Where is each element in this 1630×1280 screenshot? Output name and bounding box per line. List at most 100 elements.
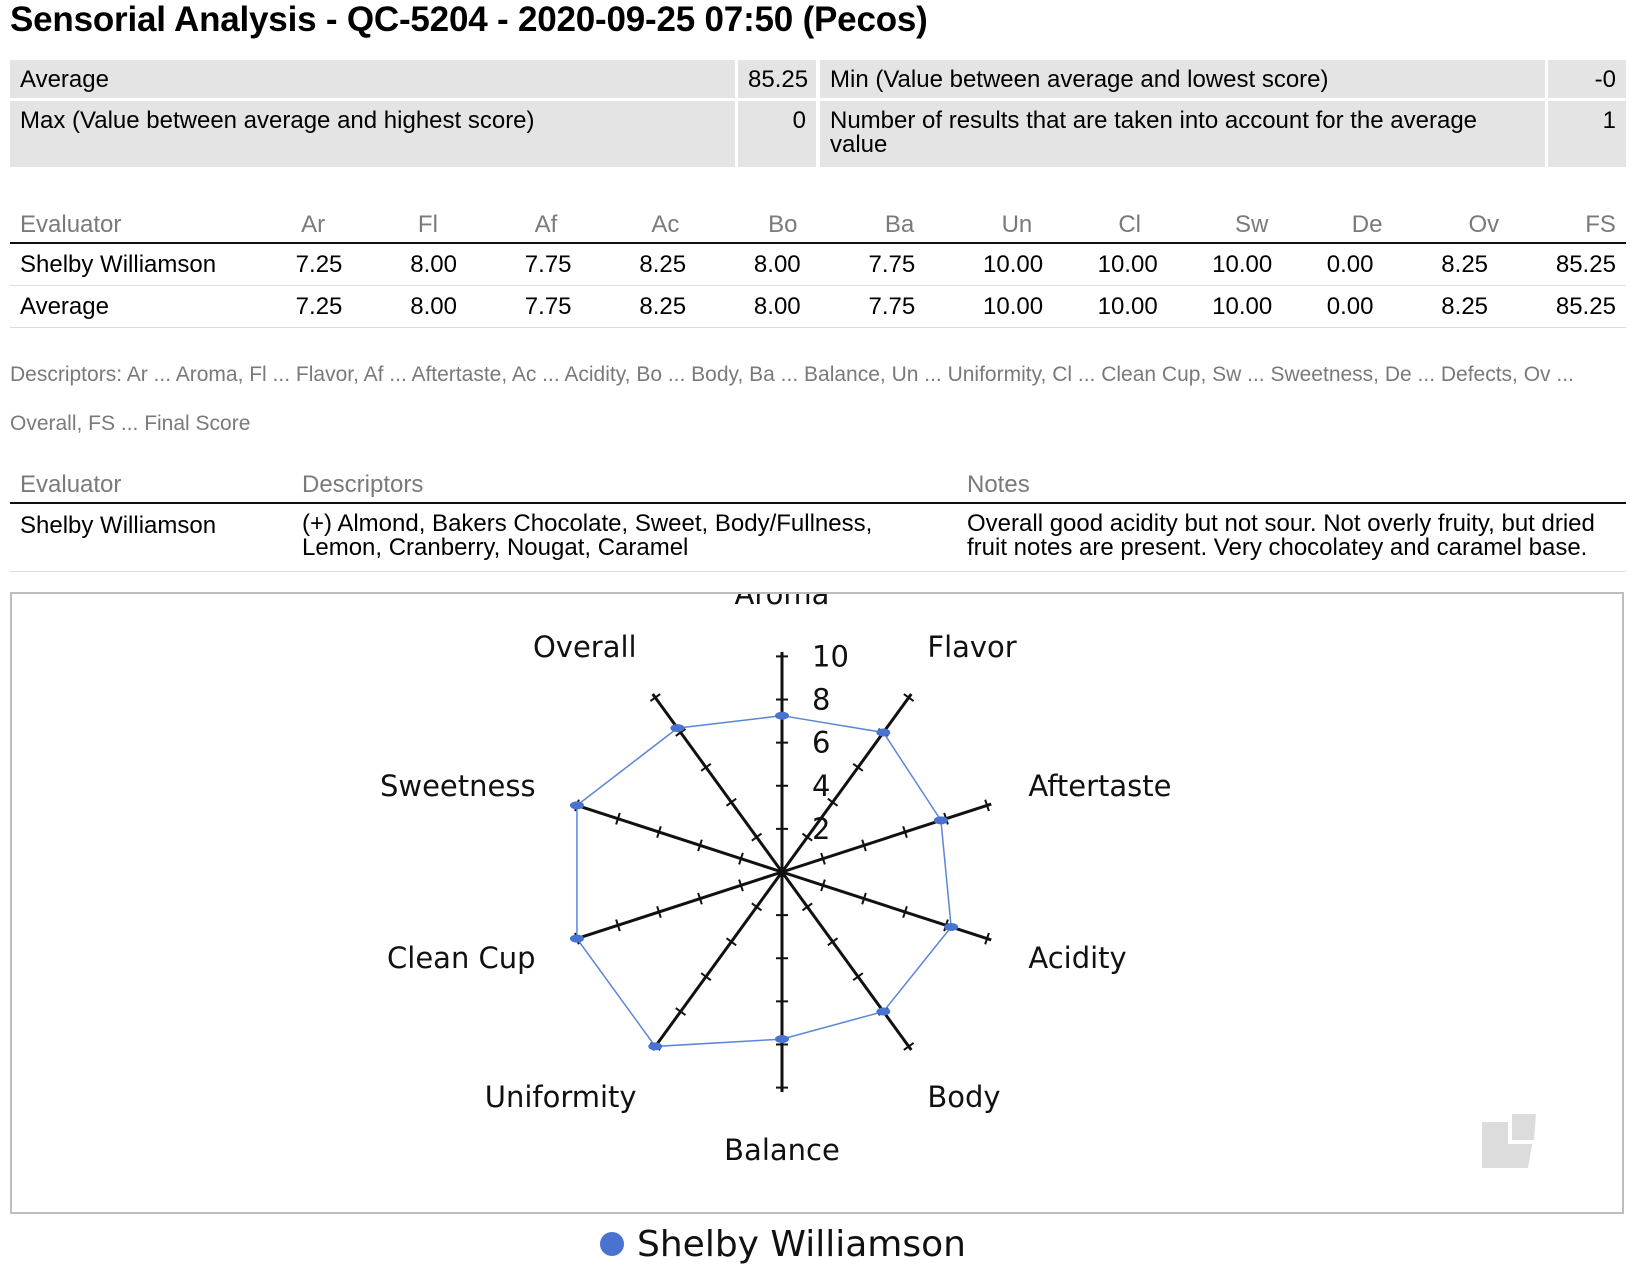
axis-label: Flavor [927,630,1016,664]
table-row: Average 7.25 8.00 7.75 8.25 8.00 7.75 10.00 10.0… [10,286,1626,328]
notes-header-row: Evaluator Descriptors Notes [10,468,1626,504]
axis-label: Aroma [735,594,830,611]
axis-tick [903,693,915,702]
notes-evaluator: Shelby Williamson [20,512,217,539]
table-cell: 10.00 [1212,250,1273,278]
table-cell: 7.75 [868,292,916,320]
scores-header-de: De [1351,211,1383,238]
summary-grid: Average 85.25 Min (Value between average… [10,60,1626,167]
scores-header-bo: Bo [768,211,798,238]
axis-label: Clean Cup [387,941,536,975]
scores-header-fl: Fl [417,211,438,238]
series-point [775,711,789,720]
axis-line [780,693,913,873]
scores-header-evaluator: Evaluator [20,211,122,238]
table-row: Shelby Williamson 7.25 8.00 7.75 8.25 8.00 7.7… [10,244,1626,286]
chart-legend: Shelby Williamson [600,1224,966,1265]
legend-label: Shelby Williamson [637,1224,966,1265]
min-label: Min (Value between average and lowest sc… [820,60,1545,98]
scores-header-ar: Ar [301,211,326,238]
series-point [876,728,891,737]
table-cell: 85.25 [1555,250,1616,278]
axis-tick [697,892,703,905]
table-cell: 7.25 [295,292,343,320]
min-value: -0 [1548,60,1626,98]
table-cell: 7.25 [295,250,343,278]
scores-header-ac: Ac [651,211,680,238]
table-cell: 8.25 [639,292,687,320]
axis-line [572,802,783,874]
series-point [569,934,584,943]
axis-label: Sweetness [380,769,536,803]
notes-header-descriptors: Descriptors [302,471,424,498]
series-point [569,801,584,810]
table-cell: 7.75 [868,250,916,278]
table-cell: 7.75 [524,250,572,278]
tick-label: 8 [812,683,830,717]
axis-label: Body [927,1080,1000,1114]
axis-tick [984,799,990,812]
axis-tick [725,937,737,947]
axis-tick [649,693,661,702]
notes-table: Evaluator Descriptors Notes Shelby Willi… [10,468,1626,572]
max-value: 0 [738,101,816,167]
axis-label: Overall [533,630,637,664]
table-cell: Average [20,292,109,320]
notes-descriptors: (+) Almond, Bakers Chocolate, Sweet, Bod… [302,510,873,561]
table-cell: 10.00 [1097,292,1158,320]
table-cell: 0.00 [1326,292,1374,320]
table-cell: 0.00 [1326,250,1374,278]
tick-label: 4 [812,769,830,803]
axis-tick [615,919,621,932]
notes-text: Overall good acidity but not sour. Not o… [967,510,1595,561]
axis-tick [697,839,703,852]
tick-label: 2 [812,812,830,846]
count-label: Number of results that are taken into ac… [820,101,1545,167]
axis-tick [751,902,763,912]
table-cell: 8.00 [410,250,457,278]
notes-header-notes: Notes [967,471,1030,498]
axis-line [651,693,784,873]
axis-tick [902,826,908,839]
series-line [576,714,952,1048]
table-cell: 10.00 [1212,292,1273,320]
axis-label: Aftertaste [1028,769,1171,803]
series-point [670,724,685,733]
axis-tick [615,812,621,825]
scores-header-fs: FS [1585,211,1616,238]
axis-tick [861,839,867,852]
axis-tick [903,1042,915,1051]
notes-header-evaluator: Evaluator [20,471,122,498]
axis-tick [984,932,990,945]
page-title: Sensorial Analysis - QC-5204 - 2020-09-2… [10,0,928,39]
table-cell: 8.25 [1441,292,1489,320]
axis-tick [656,905,662,918]
axis-tick [820,879,826,892]
series-point [933,816,948,825]
table-cell: 10.00 [983,250,1044,278]
axis-tick [801,832,813,842]
radar-chart: Aroma Flavor Aftertaste Acidity Body Balance U… [380,594,1536,1168]
axis-tick [861,892,867,905]
series-point [775,1035,789,1044]
axis-tick [725,797,737,807]
axis-tick [675,1007,687,1016]
axis-line [780,871,913,1051]
table-cell: 8.00 [753,250,801,278]
axis-tick [656,826,662,839]
axis-line [781,802,992,874]
axis-tick [852,972,864,981]
scores-header-cl: Cl [1118,211,1141,238]
descriptor-legend: Descriptors: Ar ... Aroma, Fl ... Flavor… [10,363,1574,435]
axis-tick [675,728,687,737]
axis-label: Acidity [1028,941,1126,975]
average-label: Average [10,60,735,98]
axis-tick [801,902,813,912]
axis-tick [827,797,839,807]
table-cell: 8.25 [639,250,687,278]
axis-tick [827,937,839,947]
axis-label: Balance [724,1133,840,1167]
table-cell: 10.00 [983,292,1044,320]
scores-header-un: Un [1001,211,1033,238]
axis-tick [820,852,826,865]
